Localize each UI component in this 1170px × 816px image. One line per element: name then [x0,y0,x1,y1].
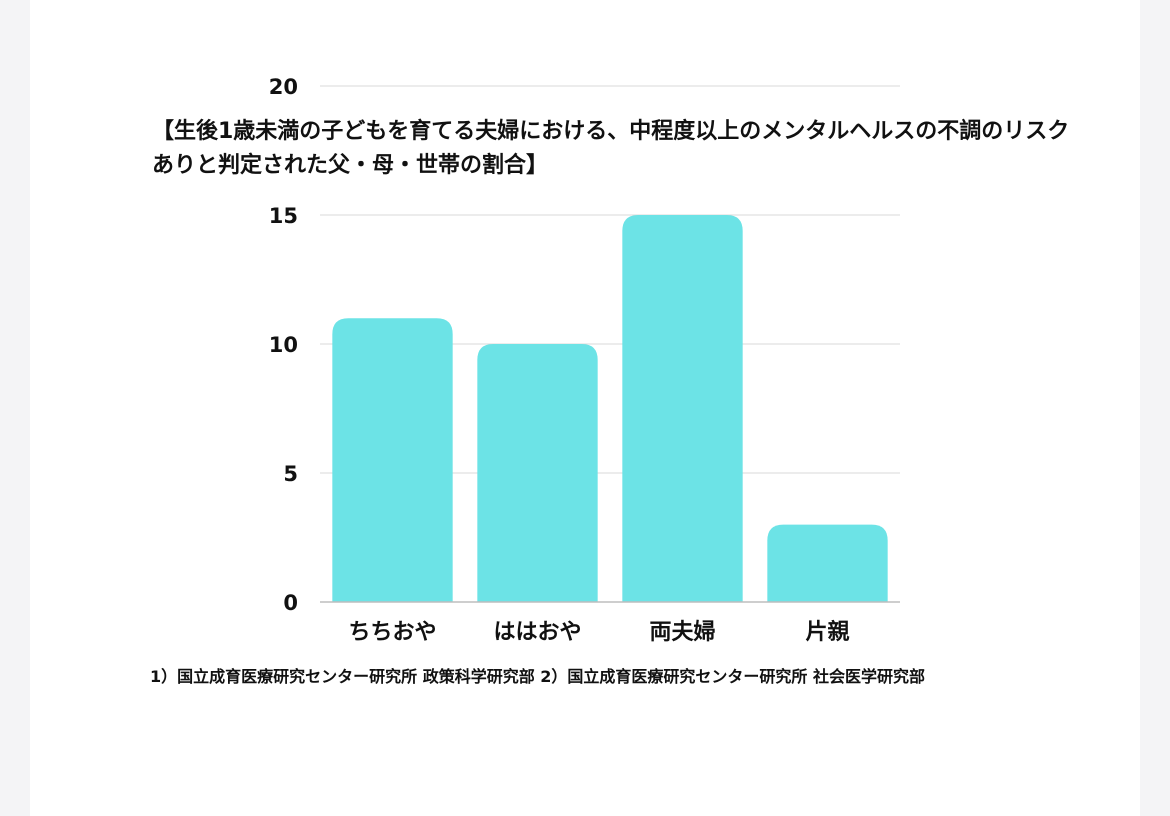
bar [767,524,888,602]
y-tick-label: 20 [269,75,298,99]
bar [622,215,743,602]
y-tick-label: 10 [269,333,298,357]
y-tick-label: 0 [283,591,298,615]
bar [332,318,453,602]
x-category-label: 両夫婦 [649,619,715,645]
x-category-label: 片親 [805,620,849,645]
bar-chart: 0 5 10 15 20 ちちおや ははおや 両夫婦 片親 [269,75,900,645]
y-tick-label: 5 [283,462,298,486]
chart-source-footnote: 1）国立成育医療研究センター研究所 政策科学研究部 2）国立成育医療研究センター… [150,667,925,686]
x-category-label: ちちおや [348,620,436,645]
bar [477,344,598,602]
chart-page: 0 5 10 15 20 ちちおや ははおや 両夫婦 片親 【生後1歳未満の子どもを育てる夫婦に… [30,0,1140,816]
chart-title: 【生後1歳未満の子どもを育てる夫婦における、中程度以上のメンタルヘルスの不調のリ… [152,119,1070,178]
y-tick-label: 15 [269,204,298,228]
x-category-label: ははおや [493,620,581,645]
